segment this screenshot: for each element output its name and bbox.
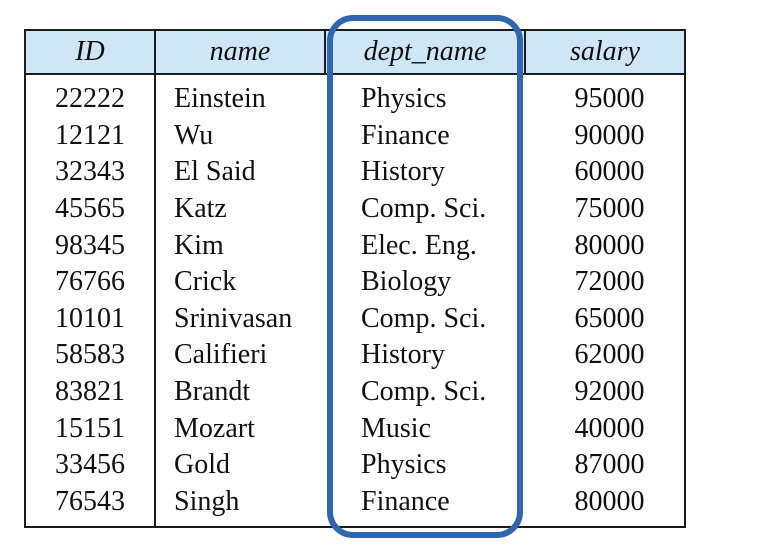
cell-name: Califieri [174,339,268,371]
cell-salary: 40000 [574,412,645,444]
table-row: 58583 Califieri History 62000 [25,337,685,374]
cell-salary: 75000 [574,193,645,225]
cell-dept-name: Comp. Sci. [361,193,487,225]
cell-id: 83821 [25,373,156,411]
cell-dept-name: Music [361,412,431,444]
cell-salary: 72000 [574,266,645,298]
cell-dept-name: History [361,156,445,188]
cell-name: El Said [174,156,256,188]
cell-dept-name: Finance [361,119,450,151]
cell-id: 33456 [25,446,156,484]
cell-dept-name: History [361,339,445,371]
cell-name: Brandt [174,376,251,408]
cell-salary: 60000 [574,156,645,188]
table-row: 15151 Mozart Music 40000 [25,410,685,447]
column-header-name: name [155,30,326,75]
cell-name: Crick [174,266,237,298]
column-header-dept-name: dept_name [325,30,526,75]
cell-name: Katz [174,193,227,225]
cell-id: 58583 [25,337,156,374]
table-row: 10101 Srinivasan Comp. Sci. 65000 [25,300,685,338]
cell-salary: 92000 [574,376,645,408]
cell-salary: 90000 [574,119,645,151]
cell-name: Kim [174,229,224,261]
table-row: 12121 Wu Finance 90000 [25,117,685,155]
cell-dept-name: Physics [361,449,447,481]
cell-id: 22222 [25,74,156,118]
cell-salary: 95000 [574,83,645,115]
cell-name: Mozart [174,412,255,444]
table-row: 45565 Katz Comp. Sci. 75000 [25,190,685,228]
cell-dept-name: Biology [361,266,452,298]
table-header: ID name dept_name salary [25,30,685,75]
table-row: 98345 Kim Elec. Eng. 80000 [25,227,685,264]
cell-id: 10101 [25,300,156,338]
cell-id: 45565 [25,190,156,228]
header-row: ID name dept_name salary [25,30,685,75]
instructor-table: ID name dept_name salary 22222 Einstein Ph… [24,29,686,529]
cell-name: Gold [174,449,230,481]
column-header-id: ID [25,30,156,75]
cell-dept-name: Finance [361,485,450,517]
cell-name: Wu [174,119,214,151]
cell-name: Srinivasan [174,302,293,334]
table-row: 76543 Singh Finance 80000 [25,483,685,528]
cell-id: 12121 [25,117,156,155]
cell-name: Einstein [174,83,266,115]
column-header-salary: salary [525,30,685,75]
table-row: 76766 Crick Biology 72000 [25,263,685,301]
cell-dept-name: Elec. Eng. [361,229,477,261]
cell-salary: 65000 [574,302,645,334]
cell-name: Singh [174,485,240,517]
cell-salary: 80000 [574,485,645,517]
table-body: 22222 Einstein Physics 95000 12121 Wu Finance 9… [25,74,685,528]
table-row: 32343 El Said History 60000 [25,154,685,191]
cell-id: 32343 [25,154,156,191]
cell-salary: 62000 [574,339,645,371]
cell-dept-name: Physics [361,83,447,115]
cell-salary: 80000 [574,229,645,261]
cell-salary: 87000 [574,449,645,481]
cell-dept-name: Comp. Sci. [361,376,487,408]
table-row: 22222 Einstein Physics 95000 [25,74,685,118]
cell-id: 76543 [25,483,156,528]
cell-id: 98345 [25,227,156,264]
table-row: 33456 Gold Physics 87000 [25,446,685,484]
cell-dept-name: Comp. Sci. [361,302,487,334]
table-row: 83821 Brandt Comp. Sci. 92000 [25,373,685,411]
cell-id: 76766 [25,263,156,301]
cell-id: 15151 [25,410,156,447]
